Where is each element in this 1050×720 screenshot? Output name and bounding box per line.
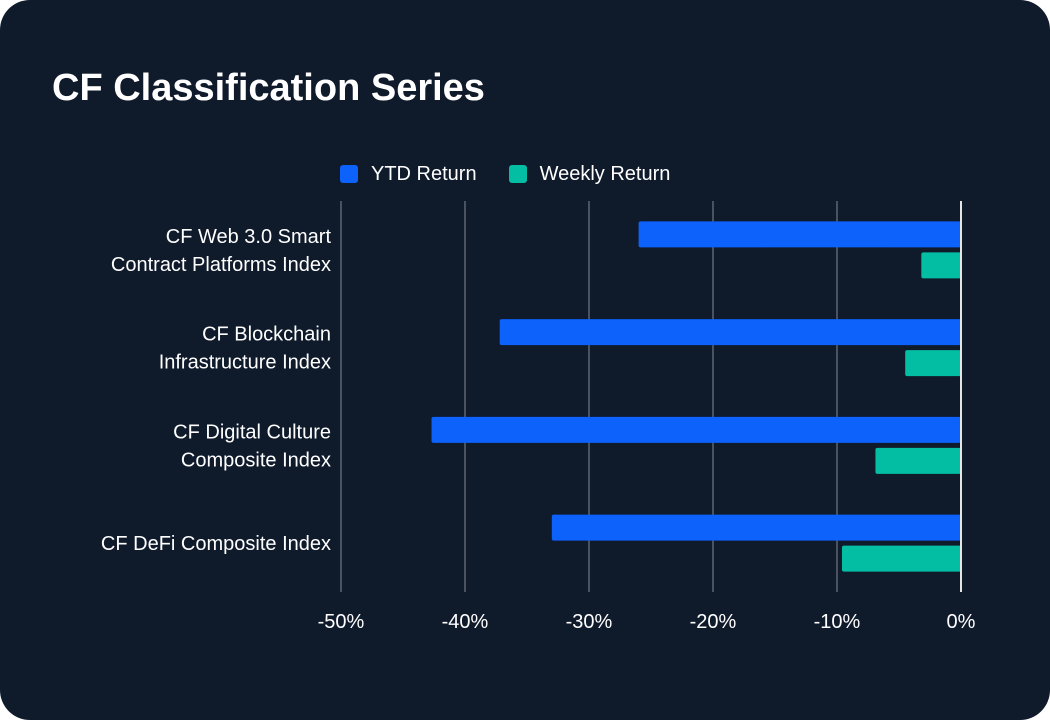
- legend-label-ytd: YTD Return: [371, 162, 477, 185]
- category-label-line: CF Blockchain: [202, 324, 331, 346]
- legend-item-ytd: YTD Return: [340, 163, 477, 186]
- x-tick-label: -50%: [318, 611, 365, 633]
- bar-layer: [431, 221, 961, 572]
- legend-swatch-weekly: [508, 165, 527, 183]
- bar-ytd-return: [499, 319, 961, 346]
- bar-ytd-return: [551, 514, 961, 541]
- category-label-line: CF Digital Culture: [173, 421, 331, 443]
- bar-weekly-return: [841, 545, 961, 572]
- category-label: CF Digital Culture Composite Index: [173, 421, 331, 471]
- x-tick-label: -30%: [566, 611, 613, 633]
- x-tick-label: 0%: [947, 611, 976, 633]
- chart-title: CF Classification Series: [52, 67, 485, 109]
- category-label: CF Web 3.0 Smart Contract Platforms Index: [111, 226, 332, 276]
- legend-item-weekly: Weekly Return: [508, 162, 671, 186]
- bar-weekly-return: [921, 252, 961, 279]
- category-label-line: Composite Index: [181, 449, 331, 471]
- bar-weekly-return: [905, 350, 961, 377]
- legend-label-weekly: Weekly Return: [539, 162, 671, 185]
- chart-legend: YTD Return Weekly Return: [340, 162, 702, 186]
- x-tick-label: -40%: [442, 611, 489, 633]
- category-label: CF Blockchain Infrastructure Index: [159, 324, 331, 374]
- label-layer: -50% -40% -30% -20% -10% 0% CF Web 3.0 Smart Co…: [101, 226, 976, 633]
- bar-weekly-return: [875, 447, 961, 474]
- category-label: CF DeFi Composite Index: [101, 533, 331, 555]
- x-tick-label: -10%: [814, 611, 861, 633]
- category-label-line: Infrastructure Index: [159, 352, 331, 374]
- bar-ytd-return: [431, 416, 961, 443]
- bar-ytd-return: [638, 221, 961, 248]
- category-label-line: CF Web 3.0 Smart: [166, 226, 332, 248]
- category-label-line: Contract Platforms Index: [111, 254, 331, 276]
- legend-swatch-ytd: [340, 165, 358, 183]
- category-label-line: CF DeFi Composite Index: [101, 533, 331, 555]
- x-tick-label: -20%: [690, 611, 737, 633]
